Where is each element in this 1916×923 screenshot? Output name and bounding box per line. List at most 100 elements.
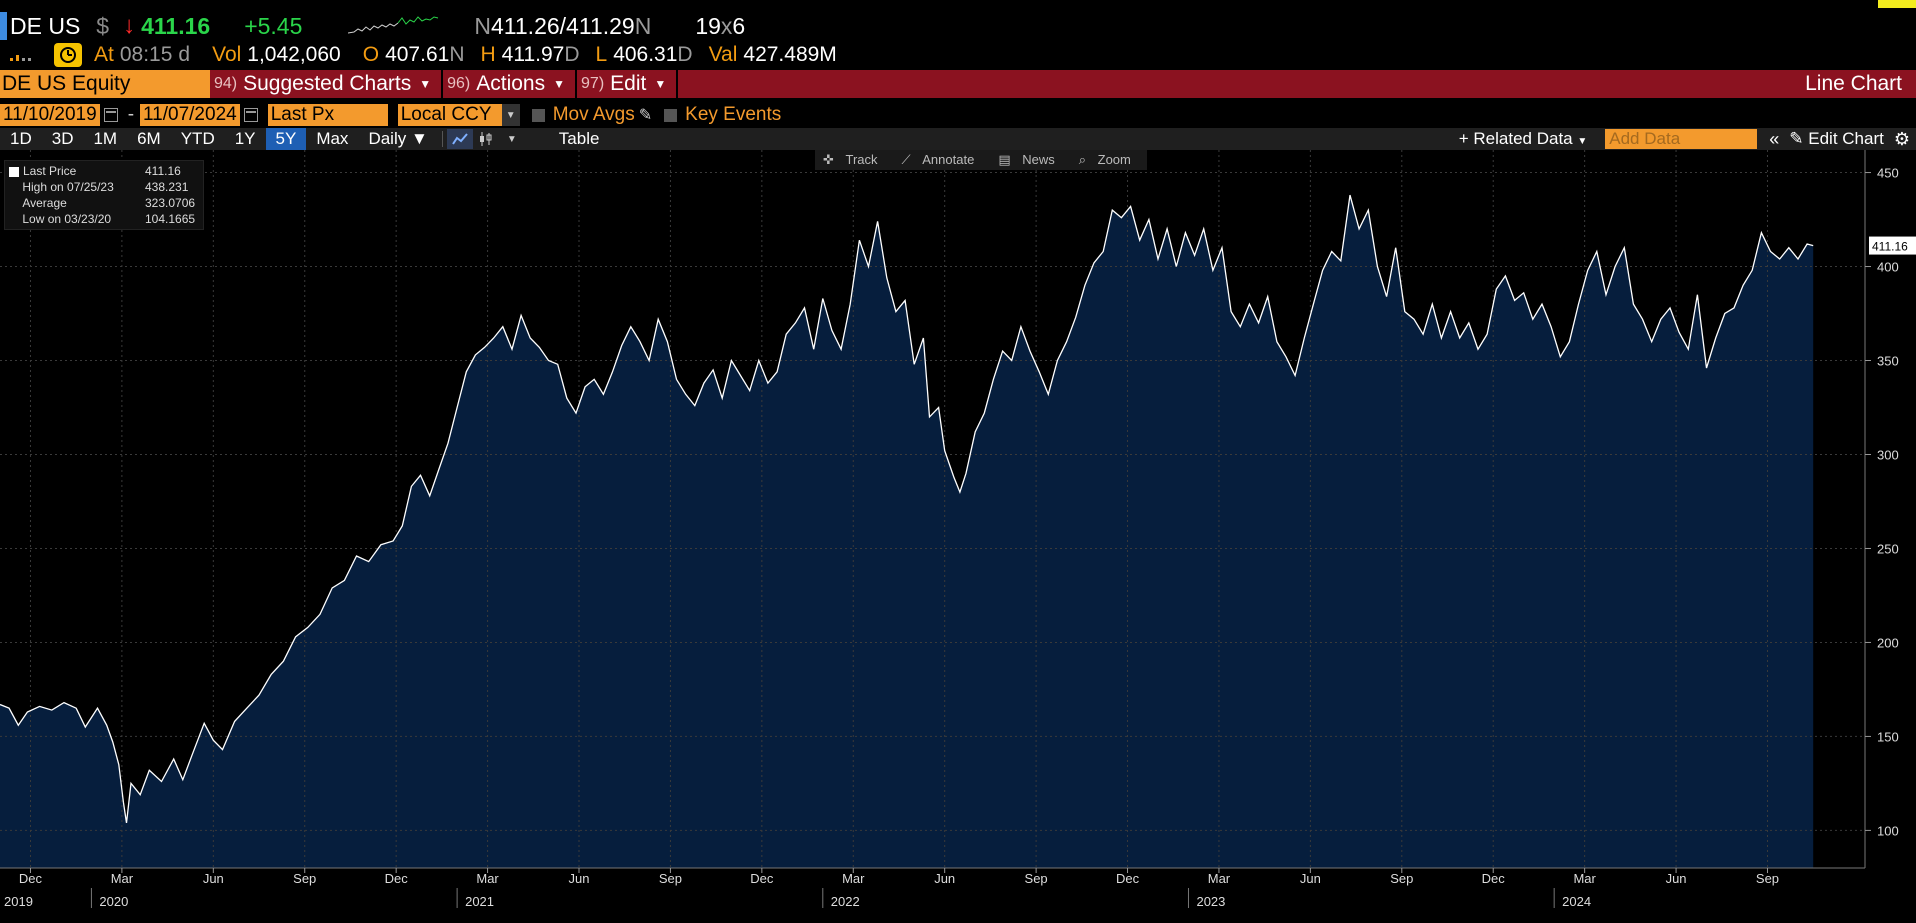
y-tick-label: 250 bbox=[1877, 541, 1899, 556]
annotate-tool[interactable]: ⟋ Annotate bbox=[894, 152, 991, 168]
bid-size: 19 bbox=[695, 12, 721, 39]
mov-avgs-label[interactable]: Mov Avgs bbox=[552, 104, 635, 125]
net-change: +5.45 bbox=[244, 12, 303, 39]
year-label: 2019 bbox=[4, 894, 33, 909]
y-tick-label: 150 bbox=[1877, 729, 1899, 744]
y-tick-label: 100 bbox=[1877, 823, 1899, 838]
y-tick-label: 200 bbox=[1877, 635, 1899, 650]
x-tick-label: Mar bbox=[842, 871, 865, 886]
start-date-input[interactable]: 11/10/2019 bbox=[0, 104, 100, 126]
intraday-sparkline-icon bbox=[348, 16, 439, 34]
market-clock-icon[interactable] bbox=[54, 43, 82, 67]
menu-number: 94) bbox=[214, 75, 238, 92]
period-1m[interactable]: 1M bbox=[93, 129, 118, 148]
candlestick-icon[interactable] bbox=[473, 129, 499, 149]
caret-down-icon: ▼ bbox=[419, 77, 432, 91]
menu-label: Actions bbox=[476, 72, 546, 95]
table-button[interactable]: Table bbox=[558, 129, 600, 148]
field-input[interactable]: Last Px bbox=[267, 104, 388, 126]
edit-chart-label: Edit Chart bbox=[1808, 129, 1884, 148]
legend-row-high: High on 07/25/23 438.231 bbox=[9, 179, 199, 195]
legend-row-last: Last Price 411.16 bbox=[9, 163, 199, 179]
low-suffix: D bbox=[677, 43, 693, 66]
related-data-menu[interactable]: + Related Data ▼ bbox=[1459, 129, 1588, 149]
x-tick-label: Jun bbox=[934, 871, 955, 886]
bid-ask: N411.26/411.29N bbox=[474, 13, 651, 40]
annotate-label: Annotate bbox=[922, 152, 975, 167]
mov-avgs-checkbox[interactable] bbox=[531, 108, 545, 122]
frequency-label: Daily bbox=[368, 129, 407, 148]
x-tick-label: Sep bbox=[1025, 871, 1048, 886]
currency-select[interactable]: Local CCY bbox=[397, 104, 502, 126]
period-1y[interactable]: 1Y bbox=[234, 129, 256, 148]
y-tick-label: 400 bbox=[1877, 260, 1899, 275]
period-max[interactable]: Max bbox=[316, 129, 349, 148]
legend-value: 323.0706 bbox=[145, 196, 196, 210]
low-value: 406.31 bbox=[613, 43, 678, 66]
val-label: Val bbox=[708, 43, 738, 66]
price-chart[interactable]: 100 150 200 250 300 350 400 450 411.16 Dec Mar Jun S… bbox=[0, 150, 1916, 923]
toolbar-right: + Related Data ▼ Add Data « ✎ Edit Chart… bbox=[1459, 128, 1916, 150]
period-3d[interactable]: 3D bbox=[51, 129, 74, 148]
currency-dropdown-icon[interactable]: ▼ bbox=[501, 104, 520, 126]
suggested-charts-menu[interactable]: 94) Suggested Charts ▼ bbox=[210, 70, 444, 98]
x-tick-label: Sep bbox=[293, 871, 316, 886]
ticker[interactable]: DE US bbox=[10, 12, 81, 39]
legend-name: Low on 03/23/20 bbox=[22, 212, 112, 226]
key-events-checkbox[interactable] bbox=[664, 108, 678, 122]
legend-value: 411.16 bbox=[145, 164, 181, 178]
collapse-left-icon[interactable]: « bbox=[1769, 128, 1780, 149]
down-arrow-icon: ↓ bbox=[123, 12, 136, 39]
x-tick-label: Jun bbox=[1666, 871, 1687, 886]
chart-type-dropdown-icon[interactable]: ▼ bbox=[506, 133, 517, 145]
security-field[interactable]: DE US Equity bbox=[0, 70, 210, 98]
low-label: L bbox=[595, 43, 608, 66]
year-label: 2022 bbox=[831, 894, 860, 909]
stats-line: At 08:15 d Vol 1,042,060 O 407.61 N H 41… bbox=[10, 42, 859, 68]
line-chart-icon[interactable] bbox=[446, 129, 473, 149]
caret-down-icon: ▼ bbox=[1577, 136, 1588, 147]
edit-menu[interactable]: 97) Edit ▼ bbox=[577, 70, 679, 98]
pencil-icon[interactable]: ✎ bbox=[638, 107, 653, 124]
chart-area[interactable]: 100 150 200 250 300 350 400 450 411.16 Dec Mar Jun S… bbox=[0, 150, 1916, 923]
chart-legend[interactable]: Last Price 411.16 High on 07/25/23 438.231… bbox=[4, 160, 204, 230]
toolbar-divider bbox=[441, 131, 443, 147]
year-label: 2023 bbox=[1196, 894, 1225, 909]
caret-down-icon: ▼ bbox=[410, 129, 428, 148]
security-tag-icon bbox=[0, 12, 7, 40]
period-5y[interactable]: 5Y bbox=[265, 128, 307, 150]
legend-name: Last Price bbox=[23, 164, 77, 178]
track-tool[interactable]: ✜ Track bbox=[815, 152, 894, 168]
period-ytd[interactable]: YTD bbox=[180, 129, 215, 148]
zoom-label: Zoom bbox=[1097, 152, 1131, 167]
legend-value: 438.231 bbox=[145, 180, 189, 194]
zoom-tool[interactable]: ⌕ Zoom bbox=[1071, 152, 1147, 168]
y-tick-label: 300 bbox=[1877, 447, 1899, 462]
news-tool[interactable]: ▤ News bbox=[990, 152, 1070, 168]
size-separator: x bbox=[720, 12, 733, 39]
key-events-label[interactable]: Key Events bbox=[685, 104, 782, 125]
calendar-icon[interactable] bbox=[243, 108, 258, 122]
gear-icon[interactable]: ⚙ bbox=[1893, 128, 1910, 149]
legend-name: High on 07/25/23 bbox=[22, 180, 114, 194]
x-tick-label: Jun bbox=[203, 871, 224, 886]
open-suffix: N bbox=[449, 43, 465, 66]
add-data-input[interactable]: Add Data bbox=[1605, 129, 1758, 149]
calendar-icon[interactable] bbox=[103, 108, 118, 122]
period-6m[interactable]: 6M bbox=[137, 129, 161, 148]
volume-value: 1,042,060 bbox=[247, 43, 341, 66]
y-tick-label: 450 bbox=[1877, 166, 1899, 181]
actions-menu[interactable]: 96) Actions ▼ bbox=[443, 70, 578, 98]
edit-chart-button[interactable]: ✎ Edit Chart bbox=[1789, 129, 1884, 149]
legend-name: Average bbox=[22, 196, 67, 210]
last-value-badge bbox=[1869, 236, 1916, 255]
chart-tools: ✜ Track ⟋ Annotate ▤ News ⌕ Zoom bbox=[815, 150, 1147, 170]
caret-down-icon: ▼ bbox=[654, 77, 667, 91]
bid-ask-size: 19x6 bbox=[695, 13, 745, 40]
legend-row-low: Low on 03/23/20 104.1665 bbox=[9, 211, 199, 227]
period-1d[interactable]: 1D bbox=[10, 129, 32, 148]
end-date-input[interactable]: 11/07/2024 bbox=[140, 104, 240, 126]
frequency-select[interactable]: Daily ▼ bbox=[358, 128, 437, 150]
x-tick-label: Dec bbox=[19, 871, 43, 886]
menu-number: 96) bbox=[447, 75, 471, 92]
